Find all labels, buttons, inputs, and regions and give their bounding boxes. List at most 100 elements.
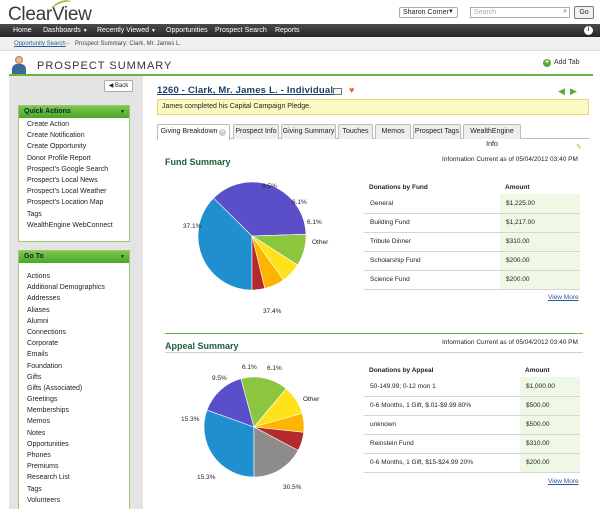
sidebar-link[interactable]: Donor Profile Report — [27, 154, 91, 162]
pie-slice — [213, 181, 307, 237]
row-amount: $200.00 — [500, 251, 580, 271]
row-amount: $1,000.00 — [520, 377, 580, 397]
go-to-panel: Go To ▼ Actions Additional Demographics Add… — [18, 250, 130, 509]
pie-slice — [240, 376, 287, 428]
sidebar-link[interactable]: WealthEngine WebConnect — [27, 221, 113, 229]
tab-giving-breakdown[interactable]: Giving Breakdown ✕ — [157, 124, 230, 140]
sidebar-link[interactable]: Connections — [27, 328, 66, 336]
nav-home[interactable]: Home — [13, 24, 32, 37]
tab-giving-summary[interactable]: Giving Summary — [281, 124, 336, 139]
appeal-pie-label: 15.3% — [181, 416, 200, 423]
panel-title: Go To — [24, 253, 44, 260]
sidebar-link[interactable]: Corporate — [27, 340, 59, 348]
sidebar-link[interactable]: Gifts (Associated) — [27, 384, 83, 392]
appeal-pie-label: 6.1% — [242, 364, 257, 371]
sidebar-link[interactable]: Prospect's Google Search — [27, 165, 109, 173]
sidebar-link[interactable]: Prospect's Local News — [27, 176, 98, 184]
appeal-view-more-link[interactable]: View More — [548, 478, 579, 485]
appeal-pie-label: 9.5% — [212, 375, 227, 382]
nav-label: Recently Viewed — [97, 27, 150, 34]
sidebar-link[interactable]: Tags — [27, 210, 42, 218]
row-amount: $1,225.00 — [500, 194, 580, 214]
user-select[interactable]: Sharon Corner ▼ — [399, 7, 458, 18]
nav-label: Opportunities — [166, 27, 208, 34]
clearview-logo[interactable]: ClearView — [8, 0, 92, 26]
quick-actions-header[interactable]: Quick Actions ▼ — [19, 106, 129, 118]
breadcrumb: Opportunity Search › Prospect Summary: C… — [0, 37, 600, 51]
fund-summary-title: Fund Summary — [165, 157, 231, 167]
sidebar-link[interactable]: Premiums — [27, 463, 59, 471]
tab-touches[interactable]: Touches — [338, 124, 373, 139]
heart-icon[interactable]: ♥ — [349, 85, 355, 95]
nav-opportunities[interactable]: Opportunities — [166, 24, 208, 37]
search-icon: ⌕ — [563, 8, 567, 15]
previous-record-icon[interactable]: ◀ — [558, 86, 565, 96]
info-icon[interactable]: i — [584, 26, 593, 35]
row-name: unknown — [364, 415, 520, 435]
paint-icon[interactable]: ✎ — [576, 144, 582, 151]
fund-table: Donations by Fund Amount General $1,225.0… — [364, 181, 580, 290]
tab-label: Prospect Tags — [414, 128, 460, 135]
appeal-info-current: Information Current as of 05/04/2012 03:… — [442, 339, 578, 346]
nav-reports[interactable]: Reports — [275, 24, 300, 37]
tab-prospect-info[interactable]: Prospect Info — [233, 124, 279, 139]
quick-actions-list: Create Action Create Notification Create O… — [19, 118, 129, 233]
row-name: 50-149.99; 0-12 mon 1 — [364, 377, 520, 397]
nav-dashboards[interactable]: Dashboards ▼ — [43, 24, 88, 37]
tab-memos[interactable]: Memos — [375, 124, 411, 139]
table-header-row: Donations by Fund Amount — [364, 181, 580, 194]
tab-prospect-tags[interactable]: Prospect Tags — [413, 124, 461, 139]
sidebar-link[interactable]: Create Notification — [27, 132, 85, 140]
breadcrumb-current: Prospect Summary: Clark, Mr. James L. — [75, 41, 182, 47]
breadcrumb-link[interactable]: Opportunity Search — [14, 41, 66, 47]
vcard-icon[interactable] — [333, 88, 342, 95]
sidebar-link[interactable]: Phones — [27, 452, 51, 459]
sidebar-link[interactable]: Prospect's Local Weather — [27, 188, 107, 196]
row-amount: $310.00 — [500, 232, 580, 252]
user-name: Sharon Corner — [403, 9, 449, 16]
appeal-summary-title: Appeal Summary — [165, 341, 239, 351]
sidebar-link[interactable]: Actions — [27, 273, 50, 280]
next-record-icon[interactable]: ▶ — [570, 86, 577, 96]
sidebar-link[interactable]: Create Action — [27, 121, 70, 128]
sidebar-link[interactable]: Foundation — [27, 362, 63, 370]
sidebar-link[interactable]: Volunteers — [27, 496, 61, 504]
row-name: Building Fund — [364, 213, 500, 233]
sidebar-link[interactable]: Emails — [27, 351, 49, 359]
sidebar-link[interactable]: Gifts — [27, 373, 42, 381]
sidebar-link[interactable]: Aliases — [27, 306, 50, 314]
pie-slice — [206, 378, 255, 428]
sidebar-link[interactable]: Addresses — [27, 295, 61, 303]
sidebar-link[interactable]: Research List — [27, 474, 70, 482]
table-row: Building Fund $1,217.00 — [364, 213, 580, 233]
nav-label: Home — [13, 27, 32, 34]
sidebar-link[interactable]: Alumni — [27, 317, 49, 325]
sidebar-link[interactable]: Tags — [27, 485, 42, 493]
sidebar-link[interactable]: Prospect's Location Map — [27, 199, 104, 207]
pie-slice — [197, 197, 253, 291]
tab-wealthengine-info[interactable]: WealthEngine Info — [463, 124, 521, 148]
close-icon[interactable]: ✕ — [219, 129, 227, 136]
table-row: General $1,225.00 — [364, 194, 580, 214]
tab-bar: Giving Breakdown ✕ Prospect Info Giving S… — [157, 124, 589, 148]
panel-title: Quick Actions — [24, 108, 71, 115]
back-button[interactable]: ◀ Back — [104, 80, 133, 92]
sidebar-link[interactable]: Memberships — [27, 407, 70, 415]
fund-view-more-link[interactable]: View More — [548, 294, 579, 301]
table-row: 50-149.99; 0-12 mon 1 $1,000.00 — [364, 377, 580, 397]
go-to-header[interactable]: Go To ▼ — [19, 251, 129, 263]
nav-label: Dashboards — [43, 27, 81, 34]
nav-recently-viewed[interactable]: Recently Viewed ▼ — [97, 24, 156, 37]
sidebar-link[interactable]: Greetings — [27, 396, 58, 404]
add-tab-button[interactable]: + Add Tab — [543, 59, 580, 67]
sidebar-link[interactable]: Notes — [27, 429, 46, 437]
go-button[interactable]: Go — [574, 6, 594, 19]
appeal-pie-chart — [203, 376, 305, 478]
sidebar-link[interactable]: Additional Demographics — [27, 284, 105, 292]
fund-pie-label: 37.4% — [263, 308, 282, 315]
nav-prospect-search[interactable]: Prospect Search — [215, 24, 267, 37]
sidebar-link[interactable]: Opportunities — [27, 440, 69, 448]
sidebar-link[interactable]: Create Opportunity — [27, 143, 87, 151]
sidebar-link[interactable]: Memos — [27, 418, 50, 426]
search-input[interactable]: Search ⌕ — [470, 7, 570, 18]
